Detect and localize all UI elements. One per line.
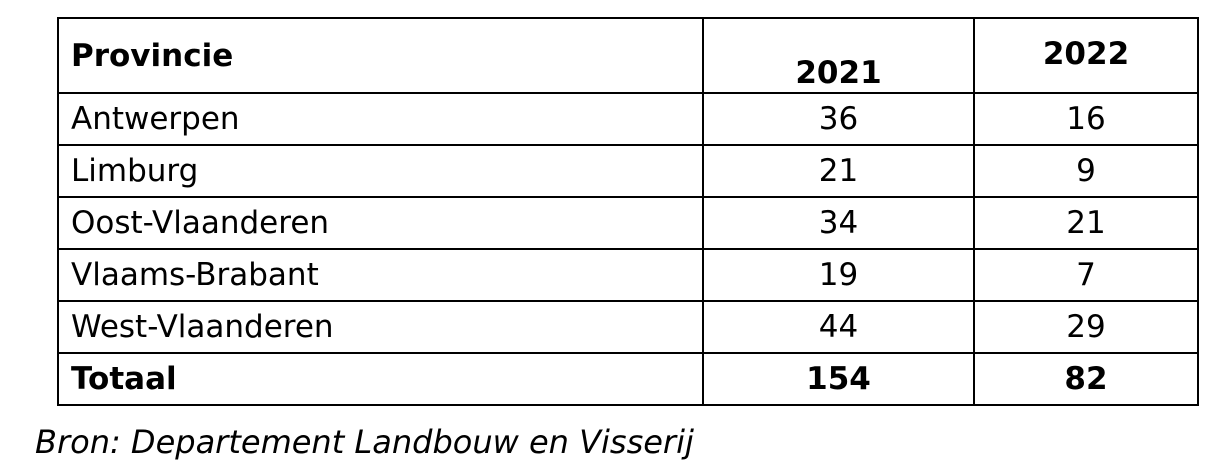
cell: 82	[973, 352, 1199, 406]
data-row: Oost-Vlaanderen 34 21	[57, 196, 1199, 250]
source-note: Bron: Departement Landbouw en Visserij	[35, 423, 694, 461]
cell: 34	[702, 196, 975, 250]
total-row: Totaal 154 82	[57, 352, 1199, 406]
header-row: Provincie 2021 2022	[57, 17, 1199, 94]
cell: 36	[702, 92, 975, 146]
cell: 154	[702, 352, 975, 406]
cell: 16	[973, 92, 1199, 146]
row-label: West-Vlaanderen	[57, 300, 704, 354]
row-label: Provincie	[57, 17, 704, 94]
cell: 44	[702, 300, 975, 354]
data-table: Provincie 2021 2022 Antwerpen 36 16 Limburg 21 9…	[57, 17, 1199, 406]
cell: 21	[702, 144, 975, 198]
cell: 2022	[973, 17, 1199, 94]
data-row: Vlaams-Brabant 19 7	[57, 248, 1199, 302]
row-label: Oost-Vlaanderen	[57, 196, 704, 250]
cell: 19	[702, 248, 975, 302]
row-label: Vlaams-Brabant	[57, 248, 704, 302]
row-label: Totaal	[57, 352, 704, 406]
cell: 29	[973, 300, 1199, 354]
data-row: West-Vlaanderen 44 29	[57, 300, 1199, 354]
cell: 2021	[702, 17, 975, 94]
cell: 21	[973, 196, 1199, 250]
data-row: Antwerpen 36 16	[57, 92, 1199, 146]
cell: 7	[973, 248, 1199, 302]
data-row: Limburg 21 9	[57, 144, 1199, 198]
row-label: Limburg	[57, 144, 704, 198]
row-label: Antwerpen	[57, 92, 704, 146]
cell: 9	[973, 144, 1199, 198]
